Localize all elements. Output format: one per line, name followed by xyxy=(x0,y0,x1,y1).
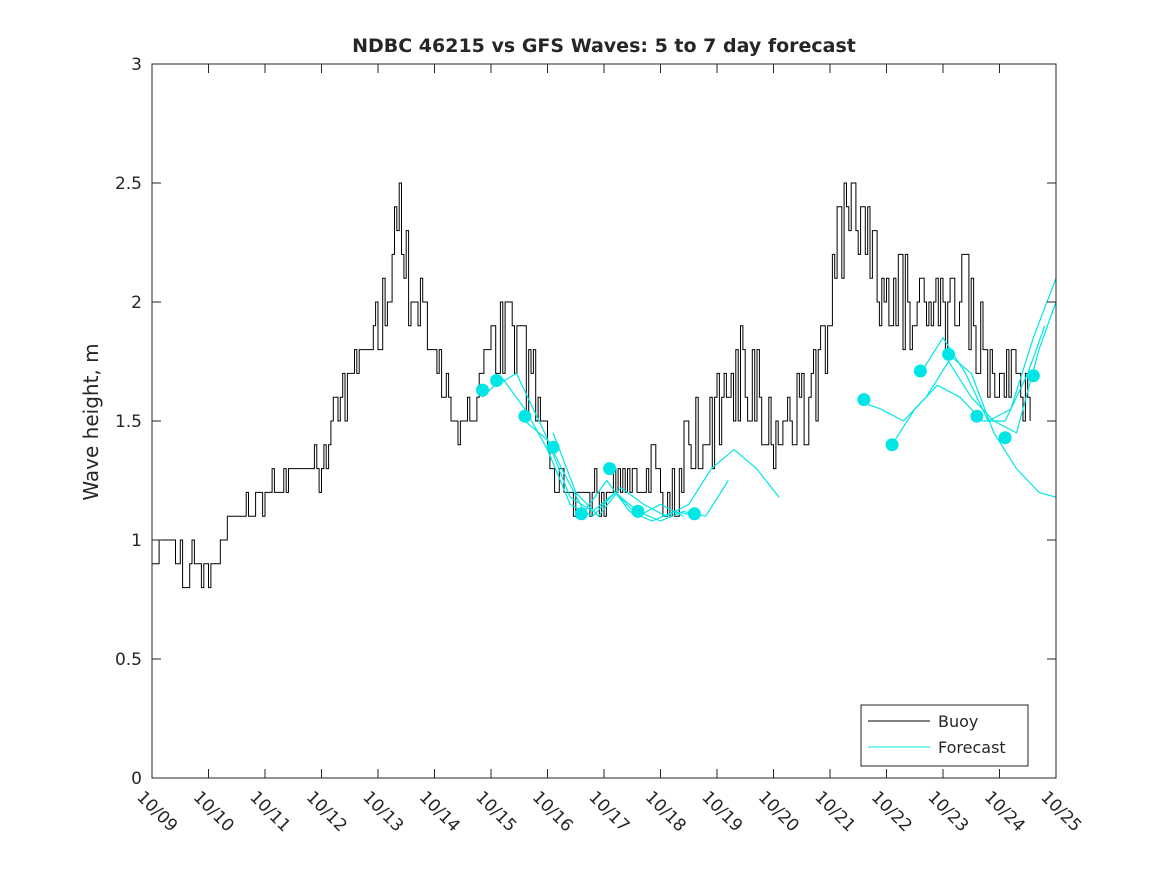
series-line-forecast-2 xyxy=(496,372,698,522)
legend-label-buoy: Buoy xyxy=(938,712,978,731)
y-tick-label: 0.5 xyxy=(115,650,142,670)
series-line-buoy xyxy=(152,182,1031,589)
chart-title: NDBC 46215 vs GFS Waves: 5 to 7 day fore… xyxy=(352,35,856,57)
forecast-marker xyxy=(1026,369,1040,383)
forecast-marker xyxy=(490,374,504,387)
plot-area xyxy=(152,182,1057,589)
legend-box xyxy=(860,704,1029,767)
forecast-marker xyxy=(913,364,927,378)
y-tick-label: 2 xyxy=(131,293,142,313)
forecast-marker xyxy=(687,507,701,521)
forecast-marker xyxy=(885,438,899,452)
series-line-forecast-6 xyxy=(891,325,1046,446)
forecast-marker xyxy=(603,462,617,476)
forecast-marker xyxy=(998,431,1012,445)
series-line-forecast-4 xyxy=(552,432,780,517)
y-tick-label: 2.5 xyxy=(115,174,142,194)
y-tick-label: 1.5 xyxy=(115,412,142,432)
series-line-forecast-7 xyxy=(919,277,1057,422)
forecast-marker xyxy=(631,504,645,518)
y-axis-label: Wave height, m xyxy=(79,343,103,500)
y-tick-label: 0 xyxy=(131,769,142,789)
forecast-marker xyxy=(857,393,871,407)
forecast-marker xyxy=(518,409,532,423)
series-line-forecast-8 xyxy=(948,353,1057,498)
y-tick-label: 3 xyxy=(131,55,142,75)
series-line-forecast-5 xyxy=(860,301,1057,434)
forecast-marker xyxy=(574,507,588,521)
forecast-marker xyxy=(942,347,956,361)
forecast-marker xyxy=(476,383,489,397)
legend-label-forecast: Forecast xyxy=(938,738,1006,757)
forecast-marker xyxy=(970,409,984,423)
legend: Buoy Forecast xyxy=(860,704,1029,767)
forecast-marker xyxy=(546,440,560,454)
y-tick-label: 1 xyxy=(131,531,142,551)
